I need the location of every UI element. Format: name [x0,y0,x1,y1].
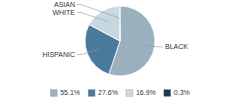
slice [119,6,121,41]
leader-line [142,45,163,47]
slice-label: HISPANIC [42,51,75,58]
legend-swatch [50,90,57,97]
leader-line [77,13,108,22]
legend-label: 16.9% [136,89,156,96]
leader-line [77,49,99,54]
legend-label: 27.6% [98,89,118,96]
legend-label: 55.1% [60,89,80,96]
legend: 55.1% 27.6% 16.9% 0.3% [50,89,190,96]
legend-swatch [88,90,95,97]
slice-label: BLACK [165,43,188,50]
legend-label: 0.3% [174,89,190,96]
legend-swatch [164,90,171,97]
legend-swatch [126,90,133,97]
legend-item: 16.9% [126,89,156,96]
slice [89,6,120,41]
slice-label: ASIAN [54,1,75,8]
legend-item: 0.3% [164,89,190,96]
pie: BLACK HISPANIC WHITEASIAN [42,1,188,76]
legend-item: 27.6% [88,89,118,96]
chart: BLACK HISPANIC WHITEASIAN 55.1% 27.6% 16.9% 0.… [0,0,240,100]
leader-line [77,5,120,19]
legend-item: 55.1% [50,89,80,96]
slice-label: WHITE [52,9,75,16]
